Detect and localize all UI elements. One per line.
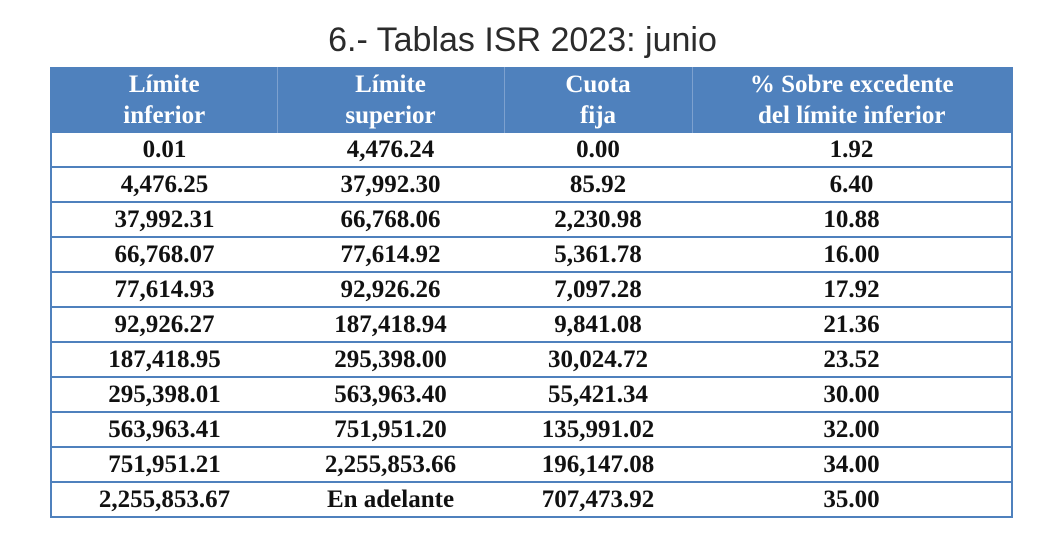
cell-limite-inferior: 4,476.25: [51, 166, 277, 202]
header-line: inferior: [123, 102, 206, 129]
cell-porcentaje: 35.00: [692, 481, 1012, 517]
cell-cuota-fija: 55,421.34: [504, 376, 692, 412]
table-row: 295,398.01 563,963.40 55,421.34 30.00: [51, 376, 1012, 412]
cell-limite-inferior: 187,418.95: [51, 341, 277, 377]
cell-limite-superior: 295,398.00: [277, 341, 504, 377]
cell-limite-superior: 92,926.26: [277, 271, 504, 307]
cell-limite-inferior: 2,255,853.67: [51, 481, 277, 517]
table-row: 751,951.21 2,255,853.66 196,147.08 34.00: [51, 446, 1012, 482]
cell-limite-inferior: 295,398.01: [51, 376, 277, 412]
table-row: 2,255,853.67 En adelante 707,473.92 35.00: [51, 481, 1012, 517]
page-title: 6.- Tablas ISR 2023: junio: [328, 21, 717, 59]
cell-cuota-fija: 135,991.02: [504, 411, 692, 447]
header-line: % Sobre excedente: [749, 71, 954, 98]
header-line: del límite inferior: [758, 102, 946, 129]
table-row: 92,926.27 187,418.94 9,841.08 21.36: [51, 306, 1012, 342]
cell-limite-superior: 751,951.20: [277, 411, 504, 447]
isr-table: Límite inferior Límite superior Cuota fi…: [50, 67, 1013, 518]
cell-limite-inferior: 77,614.93: [51, 271, 277, 307]
cell-limite-superior: 2,255,853.66: [277, 446, 504, 482]
cell-porcentaje: 17.92: [692, 271, 1012, 307]
cell-limite-superior: En adelante: [277, 481, 504, 517]
cell-limite-inferior: 563,963.41: [51, 411, 277, 447]
cell-cuota-fija: 196,147.08: [504, 446, 692, 482]
cell-limite-inferior: 751,951.21: [51, 446, 277, 482]
header-cuota-fija: Cuota fija: [503, 67, 692, 133]
header-limite-inferior: Límite inferior: [51, 67, 277, 133]
table-row: 37,992.31 66,768.06 2,230.98 10.88: [51, 201, 1012, 237]
cell-limite-superior: 37,992.30: [277, 166, 504, 202]
cell-cuota-fija: 9,841.08: [504, 306, 692, 342]
header-line: Límite: [355, 71, 426, 98]
table-row: 4,476.25 37,992.30 85.92 6.40: [51, 166, 1012, 202]
cell-limite-inferior: 37,992.31: [51, 201, 277, 237]
cell-cuota-fija: 5,361.78: [504, 236, 692, 272]
cell-porcentaje: 34.00: [692, 446, 1012, 482]
header-row: Límite inferior Límite superior Cuota fi…: [51, 67, 1012, 133]
cell-limite-superior: 187,418.94: [277, 306, 504, 342]
cell-porcentaje: 21.36: [692, 306, 1012, 342]
table-row: 77,614.93 92,926.26 7,097.28 17.92: [51, 271, 1012, 307]
table-row: 187,418.95 295,398.00 30,024.72 23.52: [51, 341, 1012, 377]
cell-limite-superior: 66,768.06: [277, 201, 504, 237]
cell-porcentaje: 6.40: [692, 166, 1012, 202]
cell-limite-superior: 77,614.92: [277, 236, 504, 272]
cell-porcentaje: 10.88: [692, 201, 1012, 237]
cell-porcentaje: 32.00: [692, 411, 1012, 447]
table-header: Límite inferior Límite superior Cuota fi…: [51, 67, 1012, 133]
table-body: 0.01 4,476.24 0.00 1.92 4,476.25 37,992.30 85.…: [51, 133, 1012, 517]
cell-cuota-fija: 85.92: [504, 166, 692, 202]
header-line: Cuota: [565, 71, 631, 98]
header-limite-superior: Límite superior: [276, 67, 504, 133]
table-row: 563,963.41 751,951.20 135,991.02 32.00: [51, 411, 1012, 447]
cell-cuota-fija: 7,097.28: [504, 271, 692, 307]
cell-porcentaje: 23.52: [692, 341, 1012, 377]
cell-porcentaje: 1.92: [692, 133, 1012, 167]
table-row: 66,768.07 77,614.92 5,361.78 16.00: [51, 236, 1012, 272]
cell-cuota-fija: 30,024.72: [504, 341, 692, 377]
header-line: fija: [579, 102, 617, 129]
header-porcentaje-excedente: % Sobre excedente del límite inferior: [691, 67, 1012, 133]
cell-porcentaje: 16.00: [692, 236, 1012, 272]
header-line: superior: [345, 102, 436, 129]
cell-limite-superior: 4,476.24: [277, 133, 504, 167]
table-row: 0.01 4,476.24 0.00 1.92: [51, 133, 1012, 167]
cell-limite-superior: 563,963.40: [277, 376, 504, 412]
cell-cuota-fija: 0.00: [504, 133, 692, 167]
cell-cuota-fija: 707,473.92: [504, 481, 692, 517]
cell-limite-inferior: 92,926.27: [51, 306, 277, 342]
cell-limite-inferior: 0.01: [51, 133, 277, 167]
cell-limite-inferior: 66,768.07: [51, 236, 277, 272]
cell-porcentaje: 30.00: [692, 376, 1012, 412]
header-line: Límite: [128, 71, 200, 98]
cell-cuota-fija: 2,230.98: [504, 201, 692, 237]
